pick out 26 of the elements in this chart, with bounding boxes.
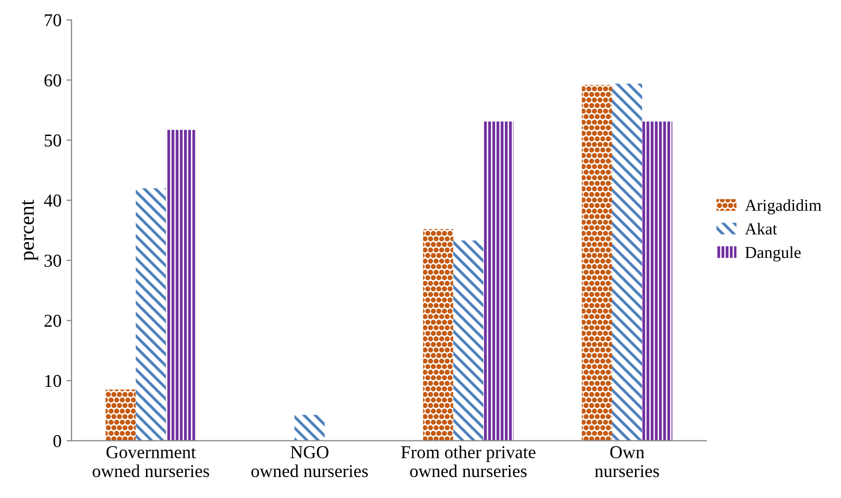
y-tick-label: 50: [44, 134, 62, 147]
y-tick-label: 60: [44, 74, 62, 86]
x-tick-label: NGO owned nurseries: [251, 446, 368, 478]
x-tick-label: Government owned nurseries: [92, 446, 210, 478]
legend-label: Arigadidim: [744, 199, 822, 214]
bar: [166, 130, 196, 441]
x-tick-label: From other private owned nurseries: [401, 446, 536, 478]
x-tick-label: Own nurseries: [594, 446, 660, 478]
legend-label: Akat: [744, 222, 778, 235]
bar: [294, 414, 325, 441]
bar: [483, 122, 514, 441]
bar: [453, 240, 484, 441]
bar: [423, 229, 454, 441]
y-tick-label: 20: [44, 314, 62, 327]
y-tick-label: 10: [45, 374, 62, 388]
bar: [582, 84, 612, 441]
y-tick-label: 0: [53, 434, 62, 448]
y-tick-label: 40: [44, 194, 62, 207]
bar: [612, 84, 642, 441]
bar: [136, 188, 166, 441]
legend-label: Dangule: [745, 246, 801, 262]
y-tick-label: 70: [44, 14, 62, 26]
y-tick-label: 30: [44, 254, 62, 267]
bar: [642, 122, 672, 441]
y-axis-title: percent: [22, 200, 38, 261]
bar: [106, 390, 136, 441]
